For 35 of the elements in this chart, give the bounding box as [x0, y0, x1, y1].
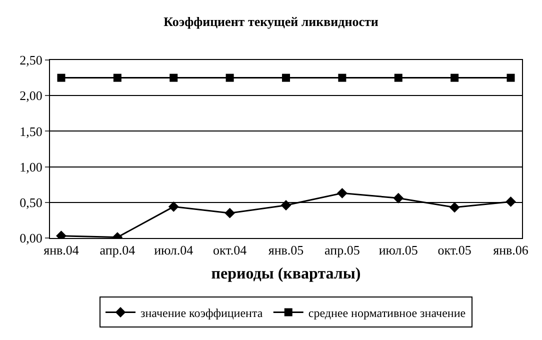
x-tick-label: июл.04	[154, 242, 194, 258]
y-tick-label: 2,00	[20, 88, 42, 104]
point	[113, 74, 122, 82]
x-tick-label: янв.05	[268, 242, 304, 258]
point	[226, 74, 234, 82]
point	[338, 74, 346, 82]
x-tick-label: окт.05	[438, 242, 472, 258]
point	[506, 74, 515, 82]
y-tick-label: 1,00	[20, 159, 42, 174]
point	[168, 201, 179, 212]
point	[449, 202, 460, 213]
point	[393, 192, 404, 204]
x-tick-label: янв.06	[493, 242, 529, 258]
point	[450, 74, 459, 82]
point	[280, 200, 292, 210]
point	[57, 74, 66, 82]
x-axis-title: периоды (кварталы)	[211, 265, 361, 282]
y-tick-label: 0,50	[20, 194, 42, 210]
point	[170, 74, 178, 82]
point	[506, 196, 516, 207]
legend-label: значение коэффициента	[140, 306, 264, 320]
chart-title: Коэффициент текущей ликвидности	[164, 14, 379, 30]
x-tick-label: апр.05	[324, 242, 360, 258]
x-tick-label: янв.04	[44, 242, 80, 258]
y-tick-label: 2,50	[20, 52, 42, 68]
y-tick-label: 0,00	[20, 230, 42, 246]
point	[336, 188, 348, 198]
x-tick-label: апр.04	[100, 242, 136, 258]
point	[394, 74, 402, 82]
y-tick-label: 1,50	[20, 124, 42, 139]
point	[282, 74, 290, 82]
legend-label: среднее нормативное значение	[308, 306, 466, 320]
point	[224, 208, 236, 218]
x-tick-label: окт.04	[213, 242, 248, 258]
x-tick-label: июл.05	[378, 242, 418, 258]
